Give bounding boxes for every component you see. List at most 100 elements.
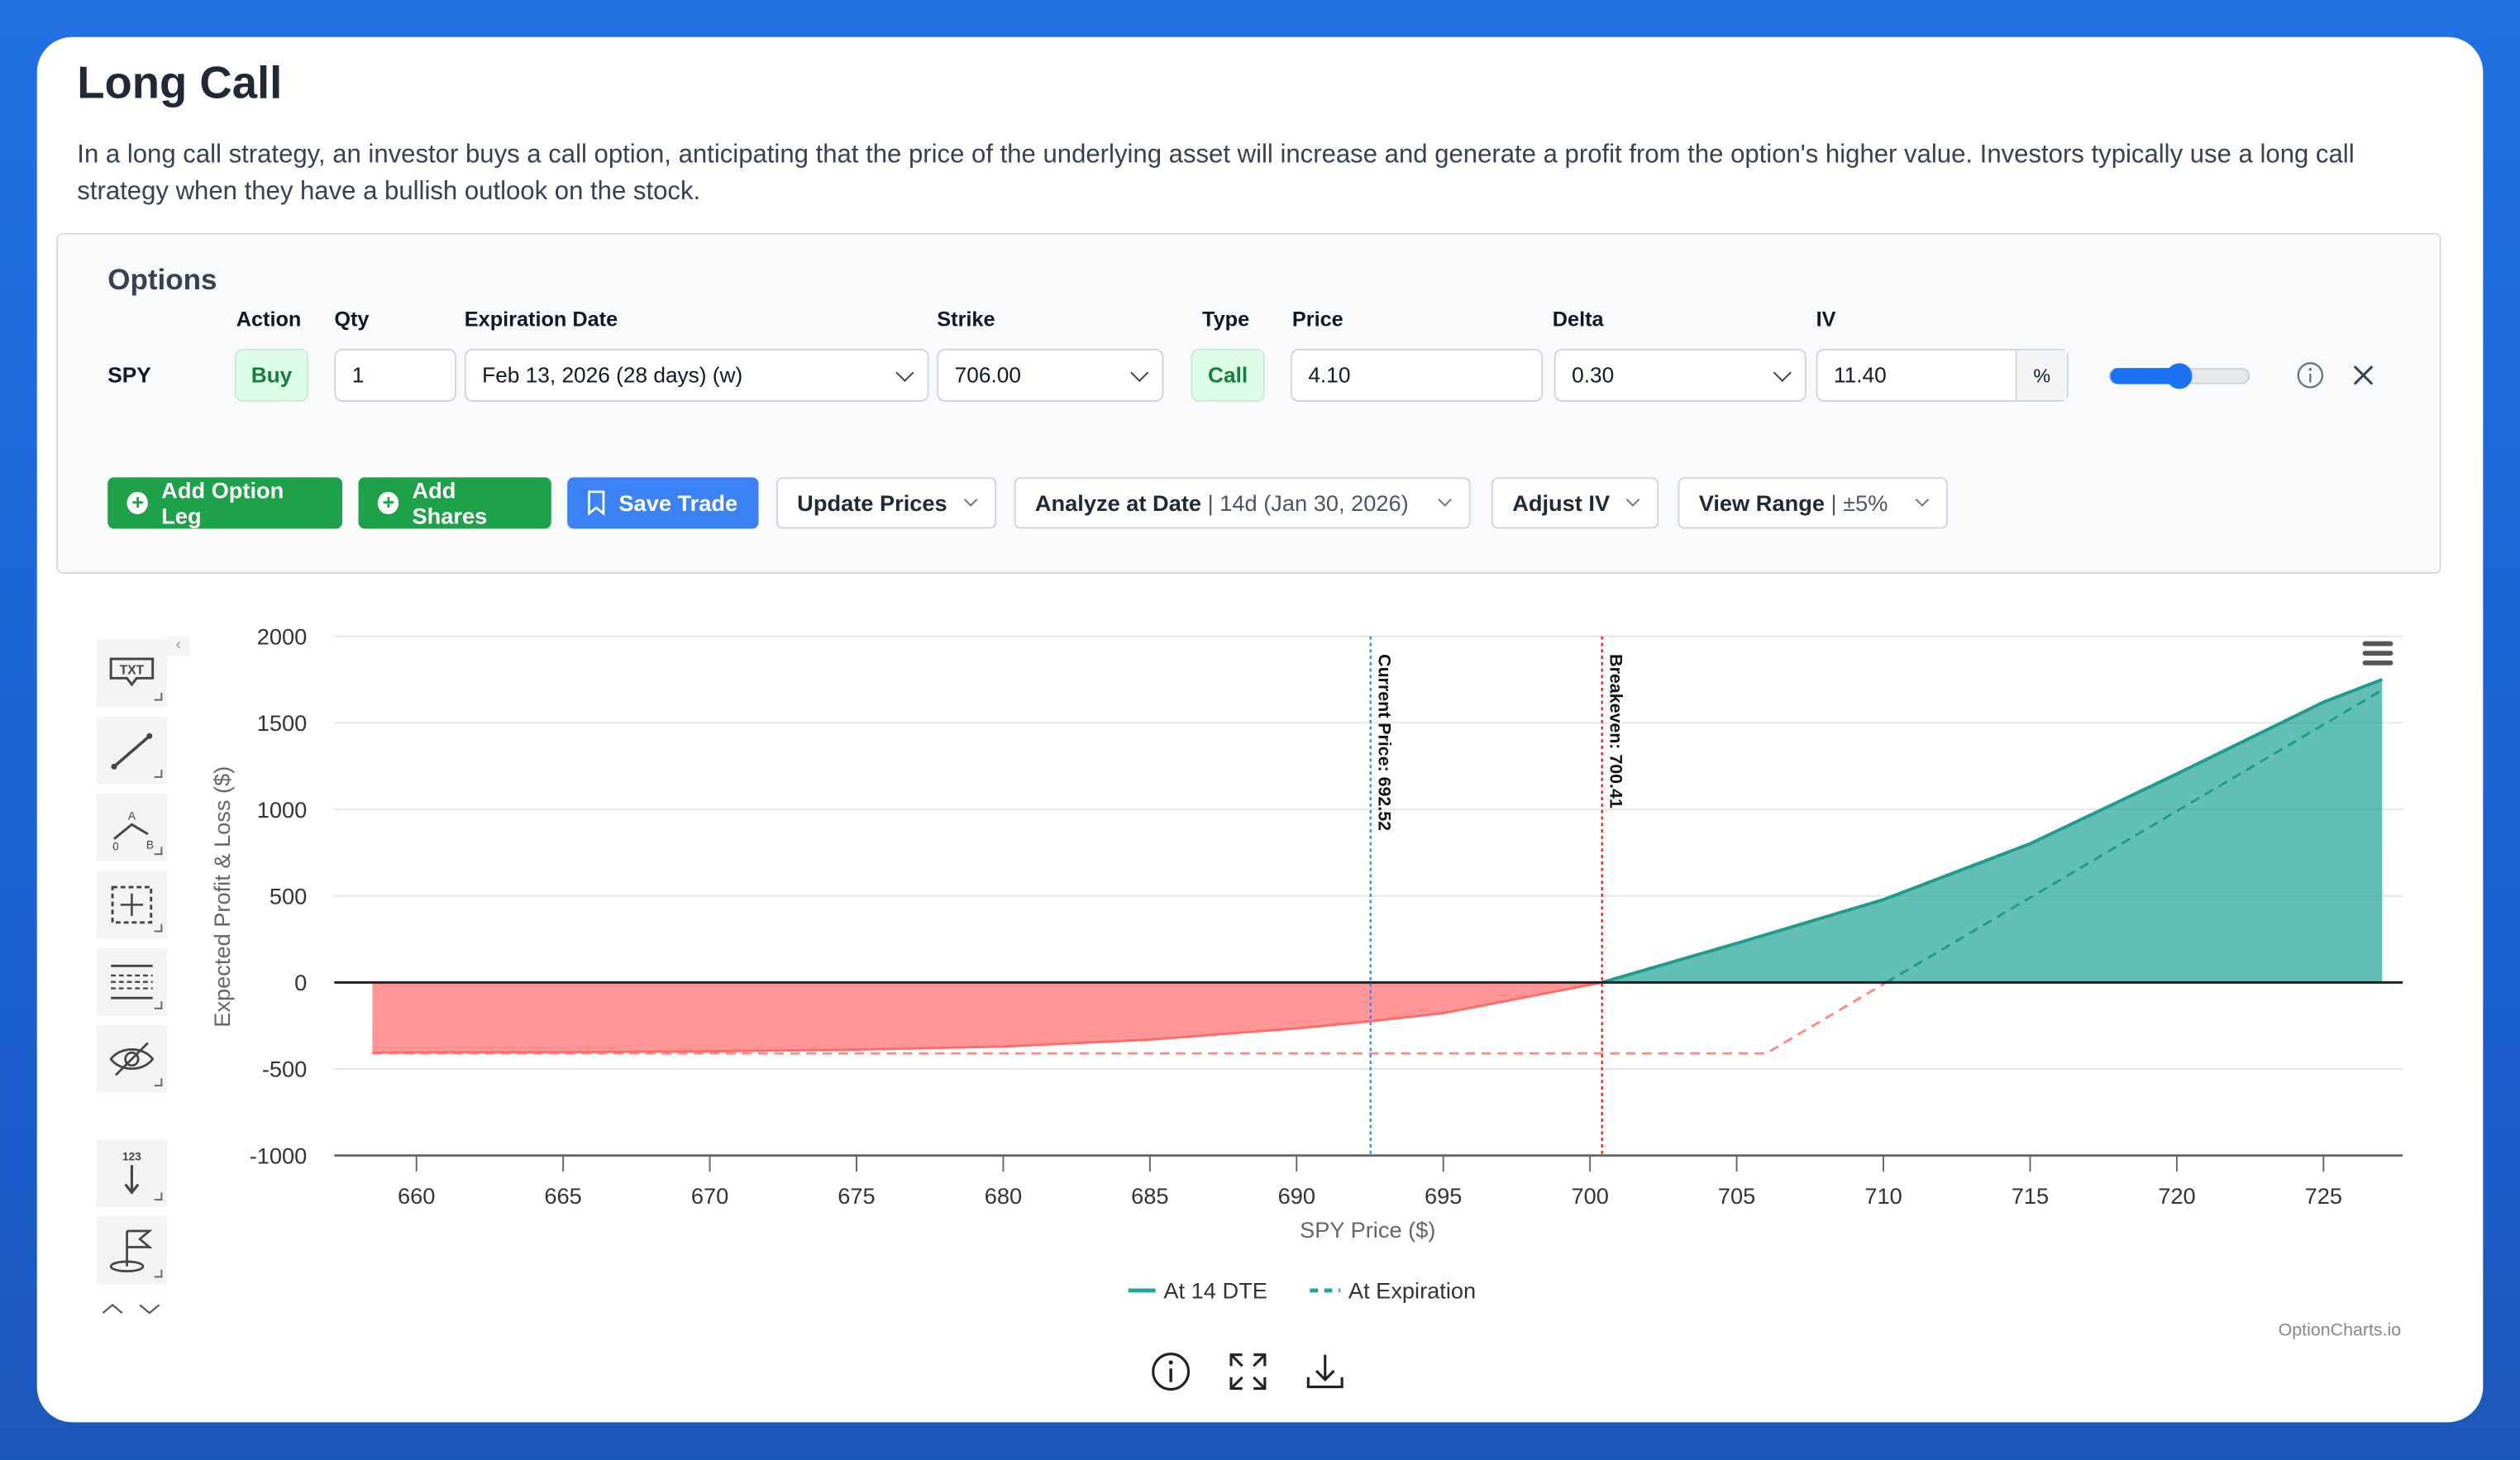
toggle-annotations-tool[interactable] [96,1025,168,1093]
adjust-iv-dropdown[interactable]: Adjust IV [1491,477,1659,529]
analyze-value: 14d (Jan 30, 2026) [1219,489,1409,516]
eye-slash-icon [109,1042,155,1076]
update-prices-dropdown[interactable]: Update Prices [776,477,997,529]
x-tick-label: 670 [691,1183,728,1209]
measure-tool[interactable] [96,871,168,939]
svg-text:123: 123 [122,1150,141,1162]
legend-label: At 14 DTE [1163,1278,1267,1304]
iv-slider-fill [2110,368,2179,384]
header-qty: Qty [334,307,370,332]
type-toggle[interactable]: Call [1191,348,1265,402]
action-label: Buy [251,363,293,388]
strike-value: 706.00 [954,363,1021,388]
svg-text:A: A [128,809,136,822]
breakeven-label: Breakeven: 700.41 [1606,654,1625,809]
collapse-toolbar-button[interactable]: ‹ [167,636,190,656]
save-trade-label: Save Trade [618,489,738,516]
svg-text:TXT: TXT [120,663,145,677]
expiration-select[interactable]: Feb 13, 2026 (28 days) (w) [464,348,929,402]
scroll-down-icon[interactable] [138,1300,160,1316]
iv-unit: % [2015,350,2067,401]
vertical-counter-tool[interactable]: 123 [96,1139,168,1207]
chart-info-icon[interactable] [1151,1352,1191,1392]
x-tick-label: 660 [398,1183,435,1209]
price-value: 4.10 [1308,363,1351,388]
x-tick-label: 690 [1278,1183,1315,1209]
y-tick-label: -1000 [250,1143,308,1168]
legend-item-dte[interactable]: At 14 DTE [1128,1278,1267,1304]
current-price-label: Current Price: 692.52 [1374,654,1394,831]
line-tool[interactable] [96,716,168,785]
qty-input[interactable]: 1 [334,348,457,402]
flag-icon [109,1229,153,1272]
iv-value: 11.40 [1833,363,1887,388]
header-delta: Delta [1552,307,1604,332]
line-icon [111,732,153,770]
y-tick-label: 1000 [257,797,308,823]
price-input[interactable]: 4.10 [1290,348,1544,402]
leg-symbol: SPY [107,363,151,388]
strike-select[interactable]: 706.00 [937,348,1164,402]
analyze-label: Analyze at Date [1034,489,1202,516]
plus-circle-icon: + [377,491,399,515]
flag-tool[interactable] [96,1216,168,1285]
download-icon[interactable] [1305,1352,1345,1392]
horizontal-lines-icon [111,964,153,1000]
view-range-dropdown[interactable]: View Range | ±5% [1678,477,1949,529]
save-trade-button[interactable]: Save Trade [567,477,759,529]
y-tick-label: 500 [270,883,307,909]
adjust-iv-label: Adjust IV [1512,489,1611,516]
y-tick-label: 2000 [257,624,308,650]
add-shares-label: Add Shares [412,477,488,529]
page-title: Long Call [77,57,283,108]
text-annotation-tool[interactable]: TXT [96,639,168,708]
scroll-up-icon[interactable] [101,1300,123,1316]
delta-value: 0.30 [1572,363,1615,388]
x-tick-label: 705 [1718,1183,1755,1209]
x-tick-label: 685 [1131,1183,1168,1209]
number-arrow-down-icon: 123 [122,1150,141,1195]
delta-select[interactable]: 0.30 [1554,348,1806,402]
fullscreen-icon[interactable] [1228,1352,1268,1392]
remove-leg-icon[interactable] [2353,365,2374,385]
loss-area [372,982,1602,1053]
x-axis-label: SPY Price ($) [1300,1217,1435,1243]
x-tick-label: 695 [1425,1183,1462,1209]
header-expiration: Expiration Date [464,307,618,332]
x-tick-label: 715 [2012,1183,2049,1209]
y-axis-label: Expected Profit & Loss ($) [209,766,235,1028]
header-price: Price [1291,307,1344,332]
iv-slider[interactable] [2108,363,2250,389]
iv-slider-thumb[interactable] [2166,363,2193,389]
abc-wave-icon: A 0 B [112,809,154,852]
legend-label: At Expiration [1348,1278,1476,1304]
x-tick-label: 700 [1571,1183,1608,1209]
x-tick-label: 710 [1864,1183,1902,1209]
info-icon[interactable] [2297,361,2324,389]
y-tick-label: 1500 [257,710,308,736]
expiration-value: Feb 13, 2026 (28 days) (w) [482,363,743,388]
profit-area [1601,679,2383,983]
update-prices-label: Update Prices [797,489,947,516]
x-tick-label: 665 [544,1183,581,1209]
chart-menu-icon[interactable] [2362,641,2394,666]
iv-input[interactable]: 11.40% [1816,348,2069,402]
measure-icon [111,885,153,924]
strategy-description: In a long call strategy, an investor buy… [77,141,2355,205]
header-action: Action [236,307,302,332]
x-tick-label: 720 [2158,1183,2195,1209]
text-label-icon: TXT [109,657,155,687]
action-toggle[interactable]: Buy [234,348,309,402]
legend-item-expiration[interactable]: At Expiration [1310,1278,1476,1304]
add-option-leg-label: Add Option Leg [161,477,284,529]
header-iv: IV [1816,307,1836,332]
chart-credit: OptionCharts.io [2279,1319,2402,1339]
horizontal-lines-tool[interactable] [96,947,168,1016]
add-shares-button[interactable]: + Add Shares [358,477,551,529]
add-option-leg-button[interactable]: + Add Option Leg [107,477,343,529]
dte-line-loss [372,980,1602,1054]
elliott-wave-tool[interactable]: A 0 B [96,794,168,861]
analyze-date-dropdown[interactable]: Analyze at Date | 14d (Jan 30, 2026) [1014,477,1471,529]
